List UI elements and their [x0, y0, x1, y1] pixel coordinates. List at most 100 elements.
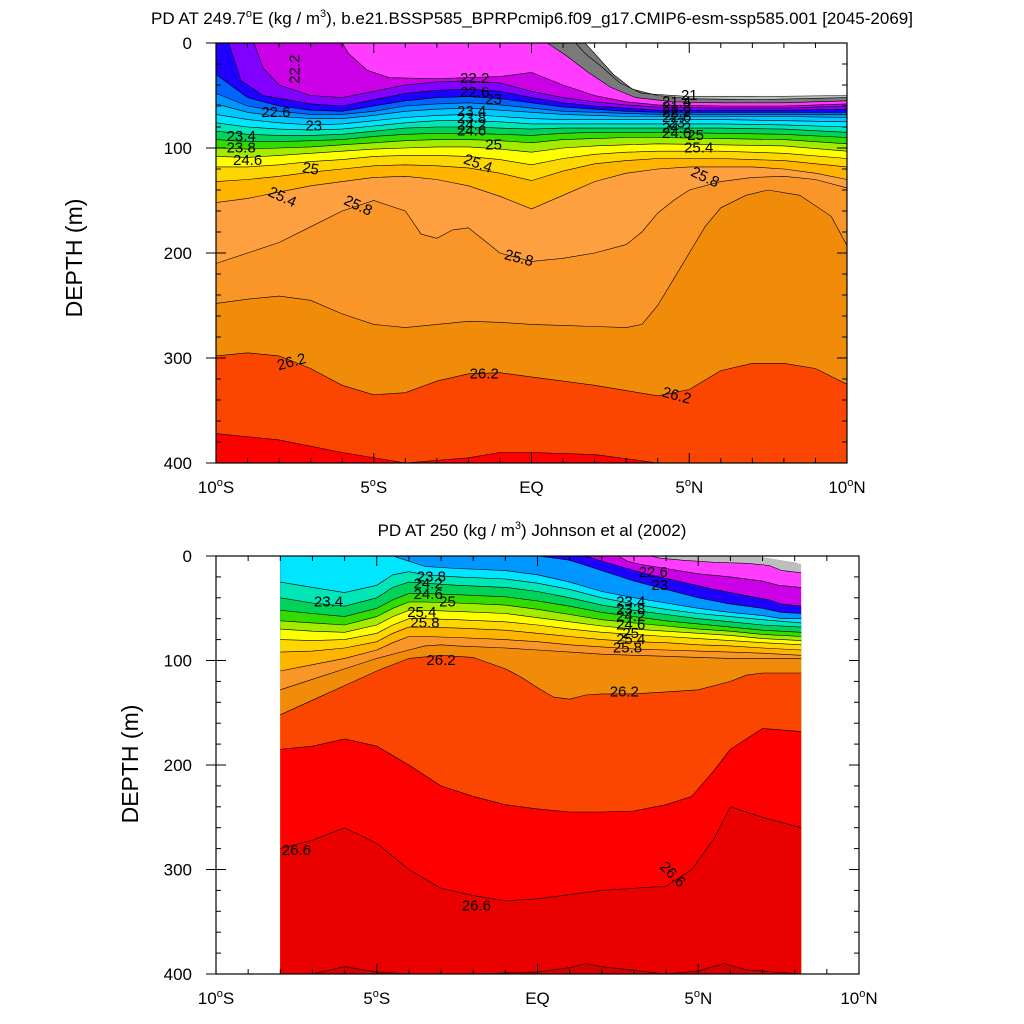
- contour-line-26.2: [280, 728, 802, 813]
- x-tick-value: EQ: [519, 478, 544, 497]
- contour-line-23: [215, 103, 848, 119]
- contour-line-25.8: [215, 175, 848, 264]
- x-tick-label: 10oN: [840, 988, 877, 1008]
- contour-line-25.6: [215, 166, 848, 210]
- y-tick-labels: 0 100 200 300 400: [164, 547, 192, 984]
- bottom-panel-title: PD AT 250 (kg / m3) Johnson et al (2002): [378, 520, 687, 540]
- y-tick-label: 400: [164, 454, 192, 473]
- x-tick-value: 5: [363, 989, 372, 1008]
- contour-line-24.8: [280, 601, 802, 637]
- y-tick-label: 200: [164, 244, 192, 263]
- density-band-26.6: [280, 963, 802, 974]
- degree-mark: o: [370, 477, 376, 489]
- hemisphere: N: [853, 478, 865, 497]
- contour-line-26.4: [280, 806, 802, 902]
- density-band-26.4: [280, 806, 802, 974]
- contour-label: 21.8: [662, 99, 691, 116]
- contour-label: 23: [305, 118, 322, 135]
- x-tick-labels: 10oS 5oS EQ 5oN 10oN: [198, 477, 866, 497]
- title-sup: o: [246, 8, 252, 20]
- title-sup: 3: [320, 8, 326, 20]
- degree-mark: o: [685, 477, 691, 489]
- contour-label: 26.6: [282, 842, 311, 859]
- contour-label: 22.6: [261, 104, 290, 121]
- x-tick-value: 10: [198, 989, 217, 1008]
- contour-label: 26.2: [470, 365, 499, 382]
- x-tick-label: 5oS: [363, 988, 390, 1008]
- contour-line-24.2: [280, 581, 802, 628]
- contour-lines: [215, 42, 848, 464]
- x-tick-label: 10oS: [198, 477, 234, 497]
- contour-label: 26.2: [426, 652, 455, 669]
- top-panel: PD AT 249.7oE (kg / m3), b.e21.BSSP585_B…: [61, 8, 913, 497]
- contour-label: 24.6: [662, 125, 691, 142]
- contour-label: 25.8: [613, 640, 642, 657]
- top-panel-title: PD AT 249.7oE (kg / m3), b.e21.BSSP585_B…: [151, 8, 913, 28]
- contour-label: 24.2: [616, 608, 645, 625]
- x-tick-value: 5: [675, 478, 684, 497]
- contour-label: 24.6: [616, 617, 645, 634]
- contour-label: 23.4: [227, 128, 256, 145]
- contour-line-25.2: [280, 618, 802, 646]
- contour-line-24.2: [215, 126, 848, 136]
- degree-mark: o: [217, 988, 223, 1000]
- contour-label: 24.6: [457, 123, 486, 140]
- x-tick-label: 10oN: [828, 477, 865, 497]
- title-sup: 3: [515, 520, 521, 532]
- contour-label: 26.6: [462, 898, 491, 915]
- y-axis-title: DEPTH (m): [61, 199, 87, 318]
- contour-label: 23.8: [227, 140, 256, 157]
- contour-line-23.8: [280, 571, 802, 624]
- density-fill-layers: [280, 556, 802, 974]
- contour-label: 24.2: [457, 116, 486, 133]
- axis-ticks: [206, 555, 860, 975]
- y-tick-label: 100: [164, 652, 192, 671]
- y-tick-label: 300: [164, 861, 192, 880]
- x-tick-label: 5oS: [360, 477, 387, 497]
- contour-line-26: [280, 654, 802, 716]
- contour-label: 23.8: [616, 601, 645, 618]
- degree-mark: o: [217, 477, 223, 489]
- contour-line-25.4: [215, 158, 848, 182]
- x-tick-value: 10: [828, 478, 847, 497]
- contour-label: 24.2: [414, 576, 443, 593]
- contour-label: 23.4: [616, 594, 645, 611]
- hemisphere: S: [223, 989, 234, 1008]
- contour-label: 24.6: [233, 152, 262, 169]
- contour-label: 26.2: [610, 683, 639, 700]
- contour-line-22.4: [216, 42, 848, 111]
- hemisphere: N: [700, 989, 712, 1008]
- contour-label: 22.6: [662, 109, 691, 126]
- contour-label: 25: [301, 159, 320, 179]
- bottom-panel: PD AT 250 (kg / m3) Johnson et al (2002)…: [117, 520, 878, 1008]
- title-part: PD AT 250 (kg / m: [378, 521, 515, 540]
- contour-line-24.6: [215, 132, 848, 142]
- contour-line-25: [215, 143, 848, 158]
- title-part: PD AT 249.7: [151, 9, 246, 28]
- x-tick-value: 5: [360, 478, 369, 497]
- y-tick-labels: 0 100 200 300 400: [164, 34, 192, 473]
- contour-line-23.4: [280, 555, 802, 619]
- contour-label: 23.4: [314, 594, 343, 611]
- hemisphere: S: [376, 478, 387, 497]
- contour-label: 22.6: [460, 84, 489, 101]
- x-tick-value: EQ: [525, 989, 550, 1008]
- title-part: E (kg / m: [252, 9, 320, 28]
- contour-label: 25.4: [684, 140, 713, 157]
- y-tick-label: 300: [164, 349, 192, 368]
- contour-label: 22.2: [662, 104, 691, 121]
- density-fill-layers: [216, 43, 847, 464]
- contour-line-22: [216, 42, 848, 107]
- y-tick-label: 400: [164, 965, 192, 984]
- contour-line-25: [280, 610, 802, 641]
- contour-line-25.6: [280, 636, 802, 672]
- contour-line-22.2: [216, 42, 848, 109]
- contour-label: 25.4: [616, 631, 645, 648]
- contour-line-24.8: [215, 137, 848, 150]
- y-tick-label: 0: [183, 547, 192, 566]
- title-part: ) Johnson et al (2002): [521, 521, 686, 540]
- contour-line-26: [215, 189, 848, 328]
- contour-label: 23.4: [457, 103, 486, 120]
